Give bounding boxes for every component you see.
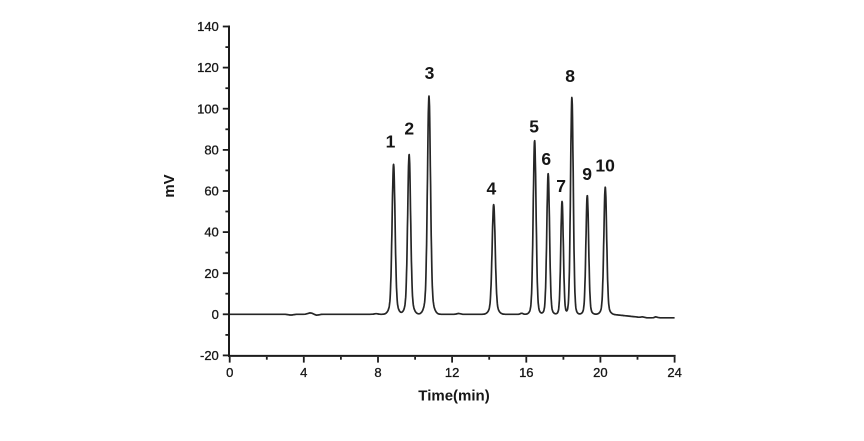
svg-text:24: 24 xyxy=(667,365,681,380)
svg-text:40: 40 xyxy=(204,225,218,240)
svg-text:7: 7 xyxy=(556,176,566,196)
svg-text:8: 8 xyxy=(565,66,575,86)
svg-text:120: 120 xyxy=(197,60,219,75)
svg-text:3: 3 xyxy=(425,63,435,83)
svg-text:140: 140 xyxy=(197,19,219,34)
svg-text:20: 20 xyxy=(204,266,218,281)
svg-text:0: 0 xyxy=(212,307,219,322)
svg-text:16: 16 xyxy=(519,365,533,380)
svg-text:Time(min): Time(min) xyxy=(418,388,489,405)
svg-text:9: 9 xyxy=(582,164,592,184)
svg-text:mV: mV xyxy=(161,174,178,197)
svg-text:4: 4 xyxy=(487,179,497,199)
svg-text:60: 60 xyxy=(204,184,218,199)
svg-text:5: 5 xyxy=(529,117,539,137)
svg-text:4: 4 xyxy=(300,365,307,380)
svg-text:-20: -20 xyxy=(200,348,219,363)
svg-text:2: 2 xyxy=(404,119,414,139)
svg-text:0: 0 xyxy=(226,365,233,380)
svg-text:100: 100 xyxy=(197,101,219,116)
svg-text:6: 6 xyxy=(541,149,551,169)
svg-text:1: 1 xyxy=(386,132,396,152)
svg-text:20: 20 xyxy=(593,365,607,380)
svg-text:10: 10 xyxy=(595,156,615,176)
svg-text:80: 80 xyxy=(204,143,218,158)
svg-text:12: 12 xyxy=(445,365,459,380)
svg-text:8: 8 xyxy=(374,365,381,380)
